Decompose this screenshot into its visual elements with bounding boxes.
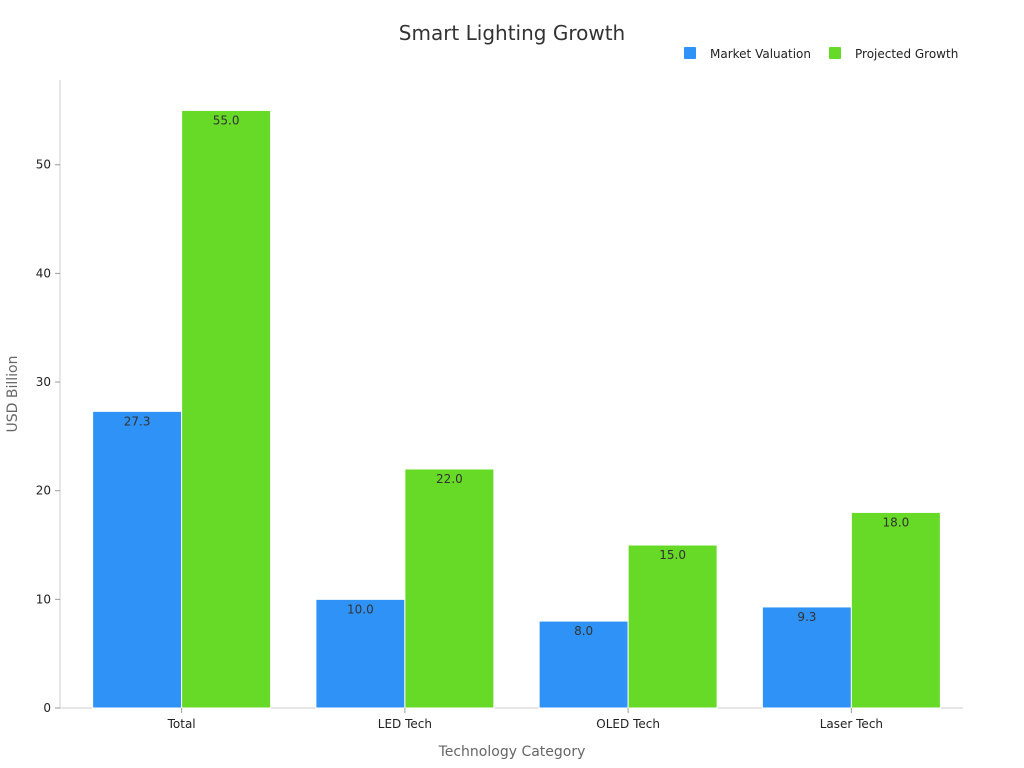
- y-ticks: 0 10 20 30 40 50: [36, 158, 60, 715]
- legend-swatch-projected-growth: [829, 47, 841, 59]
- y-tick-label: 30: [36, 375, 51, 389]
- bar-projected-growth-oled-tech[interactable]: [627, 544, 718, 709]
- x-tick-label: Laser Tech: [820, 717, 883, 731]
- x-axis-title: Technology Category: [438, 744, 586, 760]
- legend-label-market-valuation: Market Valuation: [710, 47, 811, 61]
- bar-market-valuation-total[interactable]: [92, 410, 183, 709]
- data-label-projected-growth-led-tech: 22.0: [436, 472, 463, 486]
- x-tick-label: Total: [167, 717, 196, 731]
- y-tick-label: 40: [36, 266, 51, 280]
- bar-market-valuation-led-tech[interactable]: [315, 598, 406, 709]
- x-ticks: Total LED Tech OLED Tech Laser Tech: [167, 708, 883, 731]
- x-tick-label: OLED Tech: [596, 717, 660, 731]
- bars: [92, 109, 941, 709]
- bar-projected-growth-laser-tech[interactable]: [850, 511, 941, 709]
- legend-swatch-market-valuation: [684, 47, 696, 59]
- legend-label-projected-growth: Projected Growth: [855, 47, 958, 61]
- y-tick-label: 0: [43, 701, 51, 715]
- y-tick-label: 10: [36, 592, 51, 606]
- y-tick-label: 20: [36, 484, 51, 498]
- bar-projected-growth-led-tech[interactable]: [404, 468, 495, 709]
- data-label-projected-growth-oled-tech: 15.0: [659, 548, 686, 562]
- data-label-market-valuation-oled-tech: 8.0: [574, 624, 593, 638]
- data-label-projected-growth-total: 55.0: [213, 113, 240, 127]
- y-tick-label: 50: [36, 158, 51, 172]
- bar-market-valuation-laser-tech[interactable]: [761, 606, 852, 709]
- data-labels: 27.3 55.0 10.0 22.0 8.0 15.0 9.3 18.0: [124, 113, 909, 638]
- x-tick-label: LED Tech: [378, 717, 432, 731]
- y-axis-title: USD Billion: [5, 356, 21, 433]
- bar-projected-growth-total[interactable]: [181, 109, 272, 709]
- data-label-market-valuation-laser-tech: 9.3: [797, 610, 816, 624]
- data-label-projected-growth-laser-tech: 18.0: [883, 515, 910, 529]
- data-label-market-valuation-led-tech: 10.0: [347, 602, 374, 616]
- chart-title: Smart Lighting Growth: [399, 21, 625, 45]
- legend: Market Valuation Projected Growth: [684, 47, 958, 61]
- data-label-market-valuation-total: 27.3: [124, 414, 151, 428]
